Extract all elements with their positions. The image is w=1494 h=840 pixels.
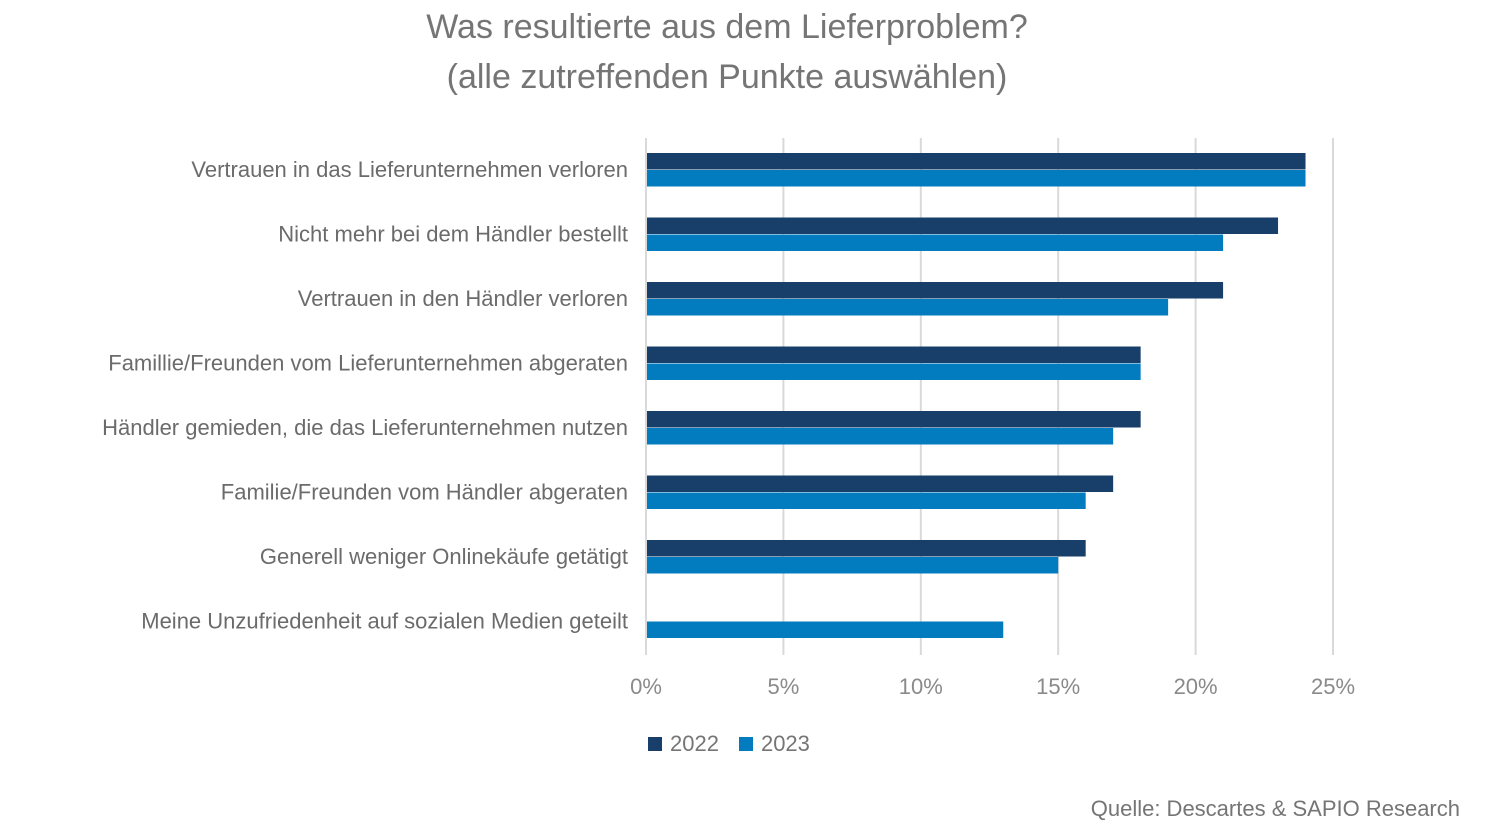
bar-2022 <box>647 282 1224 299</box>
legend-swatch-2022 <box>648 737 662 751</box>
bar-2023 <box>647 299 1169 316</box>
legend-item-2023: 2023 <box>738 731 810 757</box>
bar-2023 <box>647 234 1224 251</box>
bar-2022 <box>647 346 1141 363</box>
chart-title: Was resultierte aus dem Lieferproblem? <box>426 8 1028 46</box>
bar-2022 <box>647 153 1306 170</box>
bar-2023 <box>647 557 1059 574</box>
bar-2023 <box>647 621 1004 638</box>
x-tick-label: 5% <box>768 674 800 699</box>
category-label: Vertrauen in das Lieferunternehmen verlo… <box>191 157 628 182</box>
x-tick-label: 20% <box>1174 674 1218 699</box>
category-label: Vertrauen in den Händler verloren <box>298 286 628 311</box>
legend-label-2022: 2022 <box>670 731 719 756</box>
source-note: Quelle: Descartes & SAPIO Research <box>1090 796 1460 821</box>
bar-2023 <box>647 492 1086 509</box>
legend-label-2023: 2023 <box>760 731 810 756</box>
x-tick-label: 15% <box>1036 674 1080 699</box>
legend: 2022 2023 <box>648 731 810 757</box>
category-label: Nicht mehr bei dem Händler bestellt <box>278 222 628 247</box>
bar-2023 <box>647 170 1306 187</box>
x-tick-label: 0% <box>630 674 662 699</box>
bar-2023 <box>647 428 1114 445</box>
category-label: Meine Unzufriedenheit auf sozialen Medie… <box>141 609 628 634</box>
chart-subtitle: (alle zutreffenden Punkte auswählen) <box>446 58 1008 96</box>
bar-2023 <box>647 363 1141 380</box>
legend-swatch-2023 <box>738 737 753 751</box>
bar-2022 <box>647 411 1141 428</box>
x-tick-label: 10% <box>899 674 943 699</box>
x-tick-label: 25% <box>1311 674 1355 699</box>
category-label: Familie/Freunden vom Händler abgeraten <box>221 480 628 505</box>
category-label: Famillie/Freunden vom Lieferunternehmen … <box>108 351 628 376</box>
category-label: Generell weniger Onlinekäufe getätigt <box>260 544 628 569</box>
bar-2022 <box>647 540 1086 557</box>
legend-item-2022: 2022 <box>648 731 719 757</box>
bar-2022 <box>647 475 1114 492</box>
bar-2022 <box>647 217 1279 234</box>
category-label: Händler gemieden, die das Lieferunterneh… <box>102 415 628 440</box>
